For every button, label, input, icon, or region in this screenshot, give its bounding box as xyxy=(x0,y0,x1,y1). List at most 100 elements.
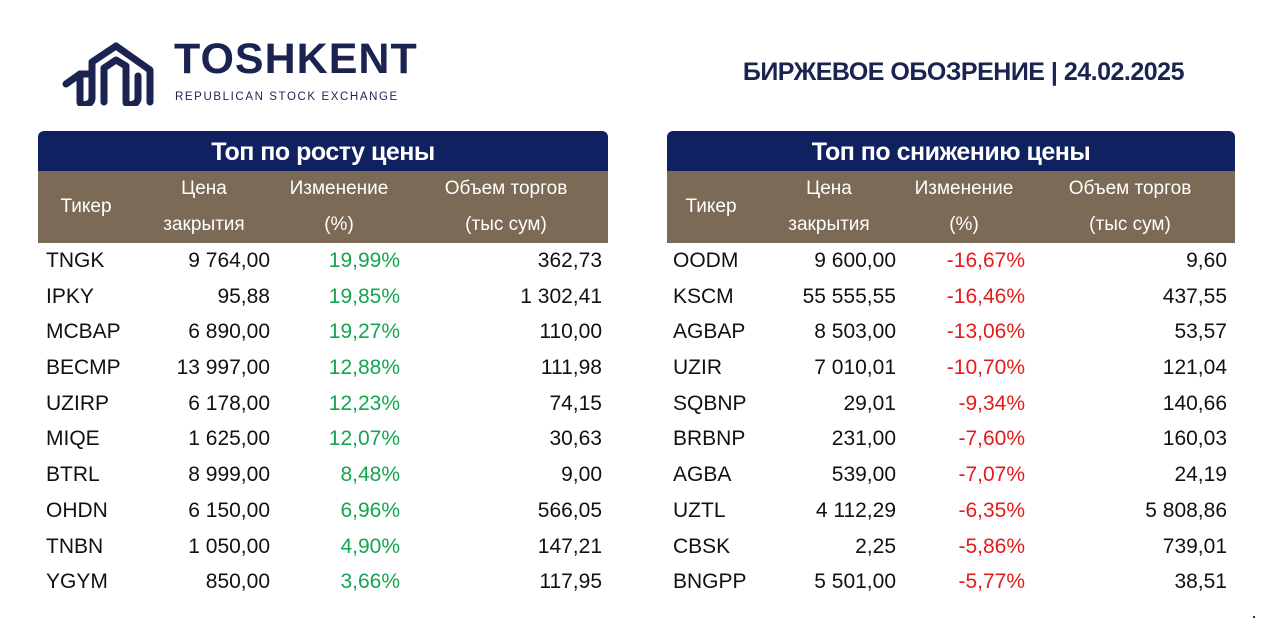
col-volume-header-line2: (тыс сум) xyxy=(465,214,547,235)
table-row: YGYM 850,00 3,66% 117,95 xyxy=(38,564,608,600)
col-volume-header-line1: Объем торгов xyxy=(444,178,568,199)
price-cell: 850,00 xyxy=(205,570,270,594)
gainers-title: Топ по росту цены xyxy=(38,131,608,171)
table-row: TNGK 9 764,00 19,99% 362,73 xyxy=(38,243,608,279)
volume-cell: 160,03 xyxy=(1162,427,1227,451)
ticker-cell: OHDN xyxy=(46,498,108,522)
price-cell: 29,01 xyxy=(843,391,896,415)
ticker-cell: UZIR xyxy=(673,356,722,380)
col-price-header-line2: закрытия xyxy=(788,214,870,235)
price-cell: 231,00 xyxy=(831,427,896,451)
change-cell: -16,46% xyxy=(946,284,1025,308)
col-volume-header-line1: Объем торгов xyxy=(1068,178,1192,199)
losers-panel: Топ по снижению цены Тикер Цена закрытия… xyxy=(667,131,1235,600)
ticker-cell: BECMP xyxy=(46,356,121,380)
col-change-header-line2: (%) xyxy=(949,214,979,235)
price-cell: 13 997,00 xyxy=(176,356,270,380)
volume-cell: 5 808,86 xyxy=(1145,498,1227,522)
change-cell: -7,07% xyxy=(958,463,1025,487)
price-cell: 6 178,00 xyxy=(188,391,270,415)
volume-cell: 739,01 xyxy=(1162,534,1227,558)
volume-cell: 24,19 xyxy=(1174,463,1227,487)
volume-cell: 147,21 xyxy=(537,534,602,558)
table-row: UZIR 7 010,01 -10,70% 121,04 xyxy=(667,350,1235,386)
ticker-cell: TNBN xyxy=(46,534,104,558)
ticker-cell: TNGK xyxy=(46,249,105,272)
table-row: OODM 9 600,00 -16,67% 9,60 xyxy=(667,243,1235,279)
price-cell: 8 999,00 xyxy=(188,463,270,487)
table-row: UZTL 4 112,29 -6,35% 5 808,86 xyxy=(667,493,1235,529)
change-cell: 19,85% xyxy=(328,284,400,308)
ticker-cell: AGBA xyxy=(673,463,732,487)
decorative-dot xyxy=(1253,616,1255,618)
price-cell: 539,00 xyxy=(831,463,896,487)
table-row: MIQE 1 625,00 12,07% 30,63 xyxy=(38,421,608,457)
table-row: IPKY 95,88 19,85% 1 302,41 xyxy=(38,279,608,315)
logo-name: TOSHKENT xyxy=(174,35,418,83)
volume-cell: 1 302,41 xyxy=(520,284,602,308)
ticker-cell: BRBNP xyxy=(673,427,746,451)
price-cell: 6 150,00 xyxy=(188,498,270,522)
change-cell: 19,27% xyxy=(328,320,400,344)
price-cell: 5 501,00 xyxy=(814,570,896,594)
change-cell: -10,70% xyxy=(946,356,1025,380)
table-row: MCBAP 6 890,00 19,27% 110,00 xyxy=(38,314,608,350)
ticker-cell: OODM xyxy=(673,249,739,272)
price-cell: 7 010,01 xyxy=(814,356,896,380)
table-row: UZIRP 6 178,00 12,23% 74,15 xyxy=(38,386,608,422)
ticker-cell: IPKY xyxy=(46,284,94,308)
ticker-cell: MCBAP xyxy=(46,320,121,344)
volume-cell: 111,98 xyxy=(540,356,602,380)
change-cell: 12,23% xyxy=(328,391,400,415)
volume-cell: 437,55 xyxy=(1162,284,1227,308)
change-cell: -5,86% xyxy=(958,534,1025,558)
col-ticker-header: Тикер xyxy=(60,196,112,217)
ticker-cell: YGYM xyxy=(46,570,108,594)
table-row: OHDN 6 150,00 6,96% 566,05 xyxy=(38,493,608,529)
ticker-cell: AGBAP xyxy=(673,320,746,344)
change-cell: -16,67% xyxy=(946,249,1025,272)
ticker-cell: CBSK xyxy=(673,534,731,558)
table-row: AGBAP 8 503,00 -13,06% 53,57 xyxy=(667,314,1235,350)
ticker-cell: BNGPP xyxy=(673,570,747,594)
table-row: KSCM 55 555,55 -16,46% 437,55 xyxy=(667,279,1235,315)
col-change-header-line1: Изменение xyxy=(914,178,1014,199)
gainers-rows: TNGK 9 764,00 19,99% 362,73 IPKY 95,88 19,85%… xyxy=(38,243,608,600)
volume-cell: 362,73 xyxy=(537,249,602,272)
tse-emblem-icon xyxy=(62,42,154,106)
change-cell: -6,35% xyxy=(958,498,1025,522)
price-cell: 2,25 xyxy=(855,534,896,558)
price-cell: 95,88 xyxy=(217,284,270,308)
col-price-header-line2: закрытия xyxy=(163,214,245,235)
volume-cell: 110,00 xyxy=(539,320,602,344)
ticker-cell: BTRL xyxy=(46,463,100,487)
table-row: BRBNP 231,00 -7,60% 160,03 xyxy=(667,421,1235,457)
volume-cell: 9,00 xyxy=(561,463,602,487)
gainers-panel: Топ по росту цены Тикер Цена закрытия Из… xyxy=(38,131,608,600)
table-row: BTRL 8 999,00 8,48% 9,00 xyxy=(38,457,608,493)
gainers-column-headers: Тикер Цена закрытия Изменение (%) Объем … xyxy=(38,171,608,243)
logo-subtitle: REPUBLICAN STOCK EXCHANGE xyxy=(175,91,399,103)
ticker-cell: UZTL xyxy=(673,498,726,522)
volume-cell: 74,15 xyxy=(549,391,602,415)
report-title: БИРЖЕВОЕ ОБОЗРЕНИЕ | 24.02.2025 xyxy=(742,58,1185,86)
price-cell: 8 503,00 xyxy=(814,320,896,344)
change-cell: -5,77% xyxy=(958,570,1025,594)
price-cell: 9 600,00 xyxy=(814,249,896,272)
change-cell: -9,34% xyxy=(958,391,1025,415)
change-cell: -7,60% xyxy=(958,427,1025,451)
volume-cell: 117,95 xyxy=(539,570,602,594)
change-cell: 12,88% xyxy=(328,356,400,380)
ticker-cell: SQBNP xyxy=(673,391,747,415)
table-row: BNGPP 5 501,00 -5,77% 38,51 xyxy=(667,564,1235,600)
table-row: CBSK 2,25 -5,86% 739,01 xyxy=(667,529,1235,565)
losers-rows: OODM 9 600,00 -16,67% 9,60 KSCM 55 555,55 -16… xyxy=(667,243,1235,600)
col-ticker-header: Тикер xyxy=(685,196,737,217)
losers-column-headers: Тикер Цена закрытия Изменение (%) Объем … xyxy=(667,171,1235,243)
volume-cell: 566,05 xyxy=(537,498,602,522)
col-change-header-line1: Изменение xyxy=(289,178,389,199)
change-cell: 12,07% xyxy=(328,427,400,451)
price-cell: 1 050,00 xyxy=(188,534,270,558)
volume-cell: 30,63 xyxy=(549,427,602,451)
change-cell: 19,99% xyxy=(328,249,400,272)
